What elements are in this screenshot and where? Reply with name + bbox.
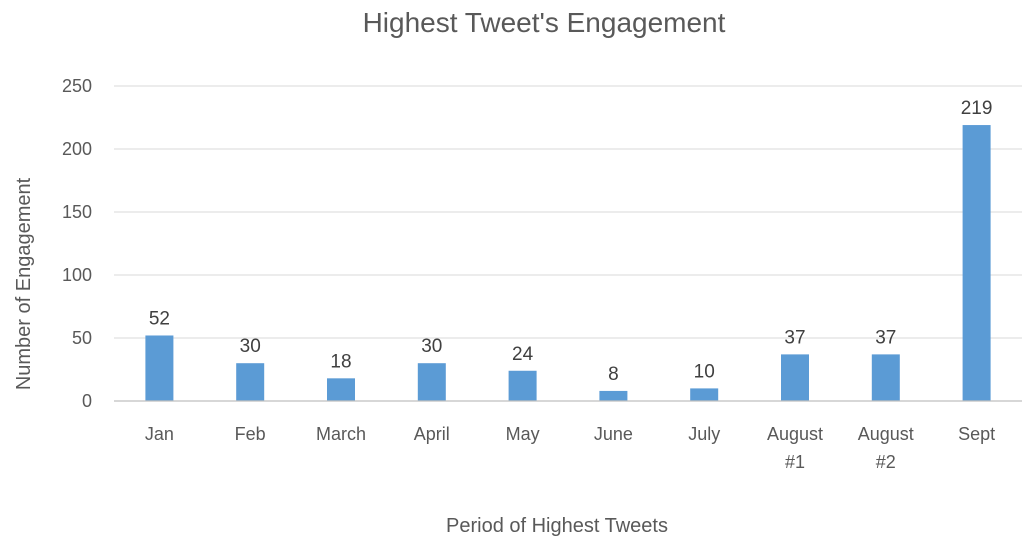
data-label: 18 (330, 351, 351, 372)
data-label: 24 (512, 344, 534, 365)
data-label: 8 (608, 364, 619, 385)
x-tick-label: March (316, 424, 366, 444)
bar (599, 390, 628, 401)
bar (962, 125, 991, 401)
y-tick-label: 100 (62, 265, 92, 285)
bar (690, 388, 719, 401)
data-labels: 52 30 18 30 24 8 10 37 37 219 (149, 98, 993, 385)
bar (508, 370, 537, 401)
chart-title: Highest Tweet's Engagement (363, 7, 726, 38)
x-axis-ticks: Jan Feb March April May June July August #1 Augus… (145, 424, 995, 472)
data-label: 30 (240, 336, 261, 357)
y-axis-title: Number of Engagement (13, 177, 35, 390)
data-label: 37 (784, 327, 805, 348)
x-tick-label: July (688, 424, 720, 444)
data-label: 52 (149, 308, 170, 329)
x-tick-label: June (594, 424, 633, 444)
bar (236, 363, 265, 401)
bar (417, 363, 446, 401)
y-tick-label: 50 (72, 328, 92, 348)
y-tick-label: 0 (82, 391, 92, 411)
bar (781, 354, 809, 401)
y-axis-ticks: 0 50 100 150 200 250 (62, 76, 92, 411)
bar (327, 378, 355, 401)
data-label: 37 (875, 327, 896, 348)
x-tick-label: Jan (145, 424, 174, 444)
bar (871, 354, 900, 401)
x-tick-label: May (506, 424, 540, 444)
bar (145, 335, 174, 401)
x-tick-label: April (414, 424, 450, 444)
y-tick-label: 200 (62, 139, 92, 159)
x-tick-label: August #2 (858, 424, 914, 472)
x-axis-title: Period of Highest Tweets (446, 515, 668, 537)
y-tick-label: 150 (62, 202, 92, 222)
y-tick-label: 250 (62, 76, 92, 96)
data-label: 219 (961, 98, 993, 119)
bars (145, 125, 991, 401)
gridlines (114, 85, 1022, 339)
x-tick-label: Feb (235, 424, 266, 444)
x-tick-label: August #1 (767, 424, 823, 472)
data-label: 30 (421, 336, 442, 357)
data-label: 10 (694, 361, 715, 382)
x-tick-label: Sept (958, 424, 995, 444)
